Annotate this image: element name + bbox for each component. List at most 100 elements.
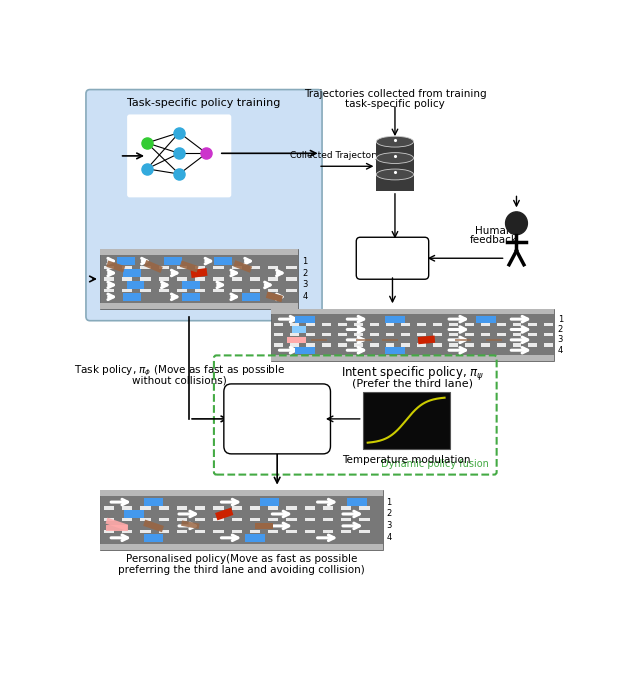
FancyBboxPatch shape [127,114,231,197]
Bar [481,323,490,326]
Circle shape [506,212,527,235]
Polygon shape [180,260,198,273]
Bar [268,289,278,293]
Bar [544,323,553,326]
Bar [497,323,506,326]
Text: 4: 4 [302,292,307,302]
Bar [305,530,315,534]
Text: 3: 3 [302,281,308,289]
Polygon shape [106,524,128,531]
Text: preferring the third lane and avoiding collision): preferring the third lane and avoiding c… [118,565,365,575]
Bar [271,309,554,361]
Polygon shape [486,339,502,341]
Bar [195,289,205,293]
Bar [100,544,383,550]
Bar [338,333,347,336]
Text: Collected Trajectory Data: Collected Trajectory Data [290,151,404,160]
Bar [370,333,379,336]
Bar [449,343,458,347]
Bar [360,518,370,522]
Bar [232,277,242,281]
Bar [232,518,242,522]
Polygon shape [295,316,315,323]
Polygon shape [106,260,125,273]
Bar [140,266,150,269]
Bar [250,507,260,509]
Bar [322,333,331,336]
Bar [100,303,298,309]
Bar [363,392,449,449]
Polygon shape [215,507,234,520]
Bar [195,518,205,522]
Text: LSTM: LSTM [376,252,409,264]
Text: Human: Human [476,226,513,236]
Bar [306,323,315,326]
Bar [100,249,298,255]
Bar [104,277,114,281]
Bar [305,518,315,522]
Polygon shape [123,269,141,277]
Bar [544,333,553,336]
Text: without collisions): without collisions) [132,375,227,385]
Bar [417,333,426,336]
Bar [323,507,333,509]
Polygon shape [385,316,405,323]
Polygon shape [255,523,273,528]
Bar [104,507,114,509]
Text: Dynamic policy fusion: Dynamic policy fusion [381,460,489,470]
Bar [140,289,150,293]
Polygon shape [116,257,134,265]
Bar [417,343,426,347]
Bar [544,343,553,347]
Bar [449,333,458,336]
Text: task-specific policy: task-specific policy [345,99,445,109]
Bar [100,490,383,550]
Bar [159,289,169,293]
Bar [195,266,205,269]
Bar [481,343,490,347]
Bar [213,530,223,534]
Bar [268,530,278,534]
Bar [465,343,474,347]
Polygon shape [385,347,405,354]
Polygon shape [164,257,182,265]
Bar [213,289,223,293]
Polygon shape [246,534,265,542]
Bar [305,507,315,509]
Bar [401,323,410,326]
Bar [122,277,132,281]
Bar [513,333,522,336]
Bar [360,530,370,534]
Bar [195,277,205,281]
Polygon shape [191,268,207,278]
Bar [140,530,150,534]
Bar [100,490,383,496]
Polygon shape [287,336,307,343]
Bar [401,333,410,336]
FancyBboxPatch shape [86,90,322,321]
Ellipse shape [376,153,413,164]
Bar [354,343,363,347]
Bar [104,518,114,522]
Bar [286,277,296,281]
Bar [401,343,410,347]
Polygon shape [181,520,200,529]
Bar [159,277,169,281]
Bar [232,530,242,534]
Bar [232,289,242,293]
Bar [275,323,284,326]
Bar [341,530,351,534]
Ellipse shape [376,169,413,180]
Bar [497,333,506,336]
Bar [159,518,169,522]
Text: Trajectories collected from training: Trajectories collected from training [303,89,486,98]
Bar [385,333,394,336]
Text: (Prefer the third lane): (Prefer the third lane) [352,379,473,389]
Bar [159,266,169,269]
Bar [122,266,132,269]
Bar [465,323,474,326]
Bar [529,323,538,326]
Bar [338,343,347,347]
Bar [354,333,363,336]
Bar [529,333,538,336]
